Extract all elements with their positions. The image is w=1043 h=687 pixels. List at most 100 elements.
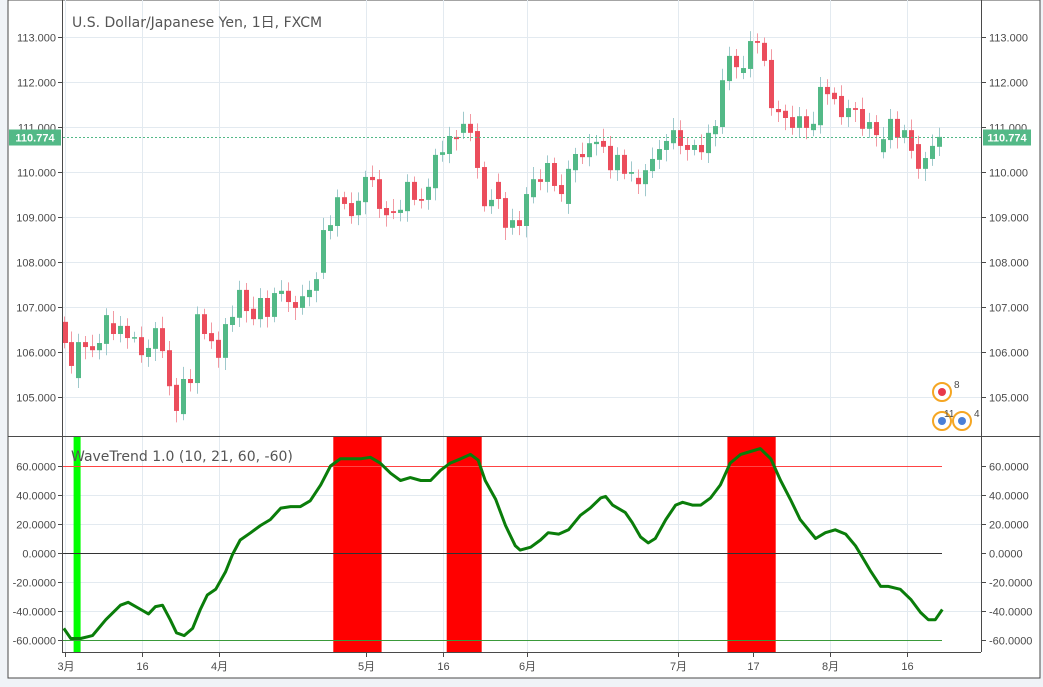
candle-down xyxy=(167,350,172,387)
candle-up xyxy=(811,123,816,131)
price-tick-label-right: 108.000 xyxy=(989,258,1029,270)
indicator-title: WaveTrend 1.0 (10, 21, 60, -60) xyxy=(71,449,293,465)
candle-up xyxy=(573,154,578,171)
last-price-label-left: 110.774 xyxy=(15,133,55,145)
oversold-band xyxy=(73,437,81,652)
candle-up xyxy=(426,186,431,200)
candle-down xyxy=(496,181,501,199)
candle-up xyxy=(118,325,123,334)
candle-up xyxy=(447,136,452,154)
candle-up xyxy=(97,343,102,351)
last-price-label-left-bg xyxy=(9,129,61,146)
candle-down xyxy=(244,289,249,312)
candle-down xyxy=(63,321,68,343)
time-tick-label: 16 xyxy=(437,661,449,673)
candle-up xyxy=(923,158,928,169)
candle-up xyxy=(307,289,312,298)
price-tick-label-left: 109.000 xyxy=(16,213,56,225)
time-tick-label: 7月 xyxy=(670,661,687,673)
time-tick-label: 8月 xyxy=(822,661,839,673)
overbought-band xyxy=(727,437,776,652)
candles xyxy=(63,31,942,423)
time-tick-label: 4月 xyxy=(211,661,228,673)
price-axis[interactable]: 105.000 105.000 106.000 106.000 107.000 107.0… xyxy=(16,33,1029,405)
price-tick-label-right: 107.000 xyxy=(989,303,1029,315)
candle-up xyxy=(720,80,725,127)
candle-down xyxy=(517,220,522,226)
candle-up xyxy=(818,86,823,126)
time-axis[interactable]: 3月 16 4月 5月 16 6月 7月 17 8月 16 xyxy=(57,653,914,673)
candle-down xyxy=(482,167,487,207)
candle-up xyxy=(300,296,305,308)
price-tick-label-left: 110.000 xyxy=(17,168,56,180)
candle-up xyxy=(937,136,942,147)
candle-down xyxy=(209,333,214,342)
candle-down xyxy=(825,86,830,95)
candle-down xyxy=(853,108,858,110)
candle-up xyxy=(867,122,872,129)
candle-down xyxy=(412,181,417,200)
overbought-band xyxy=(446,437,482,652)
event-flag-icon xyxy=(938,417,946,425)
candle-down xyxy=(538,179,543,182)
candle-up xyxy=(146,347,151,357)
candle-up xyxy=(237,289,242,318)
candle-up xyxy=(223,324,228,358)
candle-down xyxy=(685,145,690,150)
candle-up xyxy=(671,130,676,144)
candle-down xyxy=(111,323,116,334)
price-tick-label-left: 113.000 xyxy=(17,33,56,45)
last-price-marker: 110.774 110.774 xyxy=(9,129,1031,146)
candle-down xyxy=(454,136,459,140)
price-tick-label-left: 105.000 xyxy=(16,393,56,405)
candle-up xyxy=(181,379,186,415)
candle-down xyxy=(909,130,914,151)
candle-down xyxy=(216,339,221,358)
candle-down xyxy=(391,211,396,213)
candle-up xyxy=(433,154,438,189)
candle-up xyxy=(643,170,648,185)
candle-up xyxy=(930,145,935,159)
candle-up xyxy=(664,140,669,150)
indicator-tick-label-left: -20.0000 xyxy=(13,578,56,590)
candle-up xyxy=(258,298,263,320)
candle-up xyxy=(363,176,368,203)
candle-up xyxy=(615,154,620,171)
indicator-tick-label-right: -60.0000 xyxy=(989,636,1032,648)
time-tick-label: 16 xyxy=(901,661,913,673)
candle-down xyxy=(776,109,781,113)
candle-down xyxy=(636,177,641,185)
candle-up xyxy=(153,328,158,349)
candle-down xyxy=(783,110,788,118)
candle-up xyxy=(741,68,746,73)
candle-down xyxy=(608,145,613,171)
candle-up xyxy=(405,181,410,212)
candle-down xyxy=(804,116,809,128)
candle-up xyxy=(321,230,326,273)
candle-down xyxy=(139,337,144,356)
price-tick-label-right: 113.000 xyxy=(989,33,1028,45)
candle-down xyxy=(895,118,900,138)
candle-down xyxy=(90,346,95,351)
candle-up xyxy=(132,337,137,339)
candle-up xyxy=(272,293,277,317)
candle-down xyxy=(69,342,74,366)
candle-down xyxy=(790,117,795,128)
candle-up xyxy=(398,209,403,213)
indicator-tick-label-right: 20.0000 xyxy=(989,520,1029,532)
candle-up xyxy=(545,163,550,182)
candle-up xyxy=(489,199,494,207)
candle-down xyxy=(601,140,606,147)
indicator-tick-label-left: 60.0000 xyxy=(16,462,56,474)
candle-up xyxy=(748,41,753,69)
candle-down xyxy=(762,42,767,61)
indicator-tick-label-right: 0.0000 xyxy=(989,549,1023,561)
candle-up xyxy=(314,279,319,291)
price-tick-label-right: 112.000 xyxy=(989,78,1028,90)
wavetrend-line xyxy=(62,447,944,640)
price-tick-label-left: 107.000 xyxy=(16,303,56,315)
candle-up xyxy=(881,139,886,153)
indicator-axis[interactable]: 60.0000 60.0000 40.0000 40.0000 20.0000 20.00… xyxy=(13,462,1033,648)
event-badges[interactable]: 8 11 4 xyxy=(932,380,980,431)
